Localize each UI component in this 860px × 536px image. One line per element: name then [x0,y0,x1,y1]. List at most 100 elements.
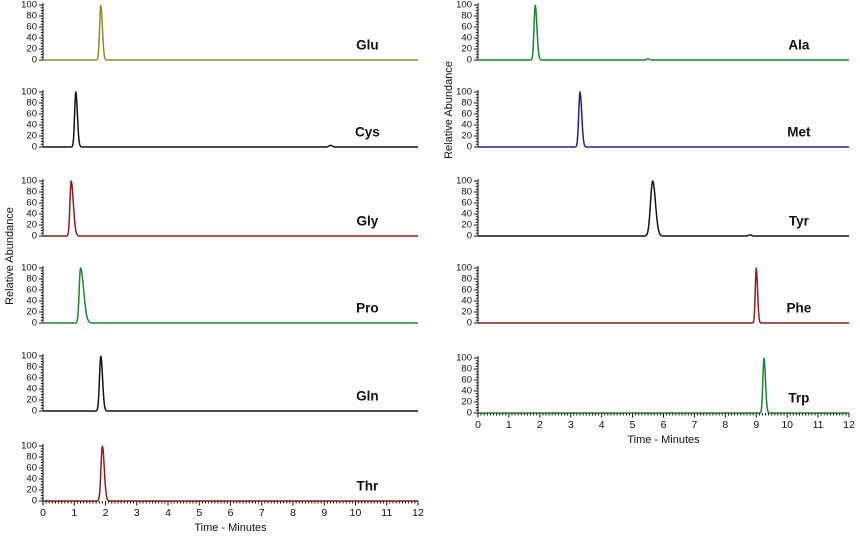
time-axis-label: Time - Minutes [627,434,700,446]
x-tick-label: 10 [350,507,362,519]
y-tick-label: 0 [467,55,472,66]
x-tick-label: 7 [691,419,697,431]
y-tick-label: 60 [461,22,472,33]
y-tick-label: 60 [461,109,472,120]
y-tick-label: 100 [21,87,37,98]
trace-gln [42,355,419,412]
y-tick-label: 100 [21,351,37,362]
y-tick-label: 80 [461,364,472,375]
y-tick-label: 40 [461,33,472,44]
y-tick-label: 60 [26,463,37,474]
x-tick-label: 5 [630,419,636,431]
y-tick-label: 60 [26,285,37,296]
x-tick-label: 6 [228,507,234,519]
y-tick-label: 100 [21,176,37,187]
y-tick-label: 60 [26,109,37,120]
trace-tyr [477,180,850,237]
y-tick-label: 0 [32,496,37,507]
y-tick-label: 20 [26,485,37,496]
x-tick-label: 3 [568,419,574,431]
y-tick-label: 40 [461,120,472,131]
y-tick-label: 0 [32,231,37,242]
x-tick-label: 8 [722,419,728,431]
y-tick-label: 40 [461,386,472,397]
x-tick-label: 11 [381,507,392,519]
y-tick-label: 40 [26,296,37,307]
y-tick-label: 40 [26,209,37,220]
y-tick-label: 60 [26,198,37,209]
y-tick-label: 20 [461,220,472,231]
x-tick-label: 4 [599,419,605,431]
y-tick-label: 100 [21,263,37,274]
y-tick-label: 100 [456,0,472,11]
y-tick-label: 100 [456,176,472,187]
y-tick-label: 40 [26,474,37,485]
compound-label-cys: Cys [355,125,380,140]
relative-abundance-label-right: Relative Abundance [443,61,455,159]
y-tick-label: 20 [26,44,37,55]
x-tick-label: 1 [506,419,512,431]
y-tick-label: 80 [26,274,37,285]
x-tick-label: 11 [813,419,824,431]
x-tick-label: 9 [321,507,327,519]
y-tick-label: 20 [26,307,37,318]
y-tick-label: 20 [461,397,472,408]
y-tick-label: 20 [461,307,472,318]
trace-ala [477,4,850,61]
y-tick-label: 20 [461,44,472,55]
y-tick-label: 0 [32,318,37,329]
compound-label-gln: Gln [356,389,379,404]
y-tick-label: 80 [461,187,472,198]
y-tick-label: 0 [467,408,472,419]
x-tick-label: 10 [781,419,793,431]
x-tick-label: 7 [259,507,265,519]
y-tick-label: 20 [461,131,472,142]
y-tick-label: 0 [467,231,472,242]
y-tick-label: 0 [32,142,37,153]
x-tick-label: 4 [165,507,171,519]
y-tick-label: 80 [26,362,37,373]
trace-pro [42,267,419,324]
x-tick-label: 9 [753,419,759,431]
y-tick-label: 80 [461,274,472,285]
y-tick-label: 80 [26,187,37,198]
y-tick-label: 0 [32,55,37,66]
y-tick-label: 20 [26,220,37,231]
y-tick-label: 60 [461,375,472,386]
y-tick-label: 80 [461,11,472,22]
compound-label-trp: Trp [788,391,809,406]
compound-label-met: Met [787,125,811,140]
compound-label-tyr: Tyr [789,214,810,229]
y-tick-label: 40 [461,296,472,307]
y-tick-label: 60 [26,373,37,384]
compound-label-ala: Ala [788,38,810,53]
x-tick-label: 12 [843,419,855,431]
y-tick-label: 40 [26,33,37,44]
y-tick-label: 100 [456,87,472,98]
x-tick-label: 6 [661,419,667,431]
y-tick-label: 60 [26,22,37,33]
trace-gly [42,180,419,237]
compound-label-phe: Phe [787,301,812,316]
trace-met [477,91,850,148]
trace-glu [42,4,419,61]
trace-phe [477,267,850,324]
x-tick-label: 2 [537,419,543,431]
y-tick-label: 20 [26,395,37,406]
y-tick-label: 60 [461,198,472,209]
y-tick-label: 0 [467,318,472,329]
x-tick-label: 8 [290,507,296,519]
y-tick-label: 100 [456,353,472,364]
y-tick-label: 40 [26,120,37,131]
y-tick-label: 0 [32,406,37,417]
